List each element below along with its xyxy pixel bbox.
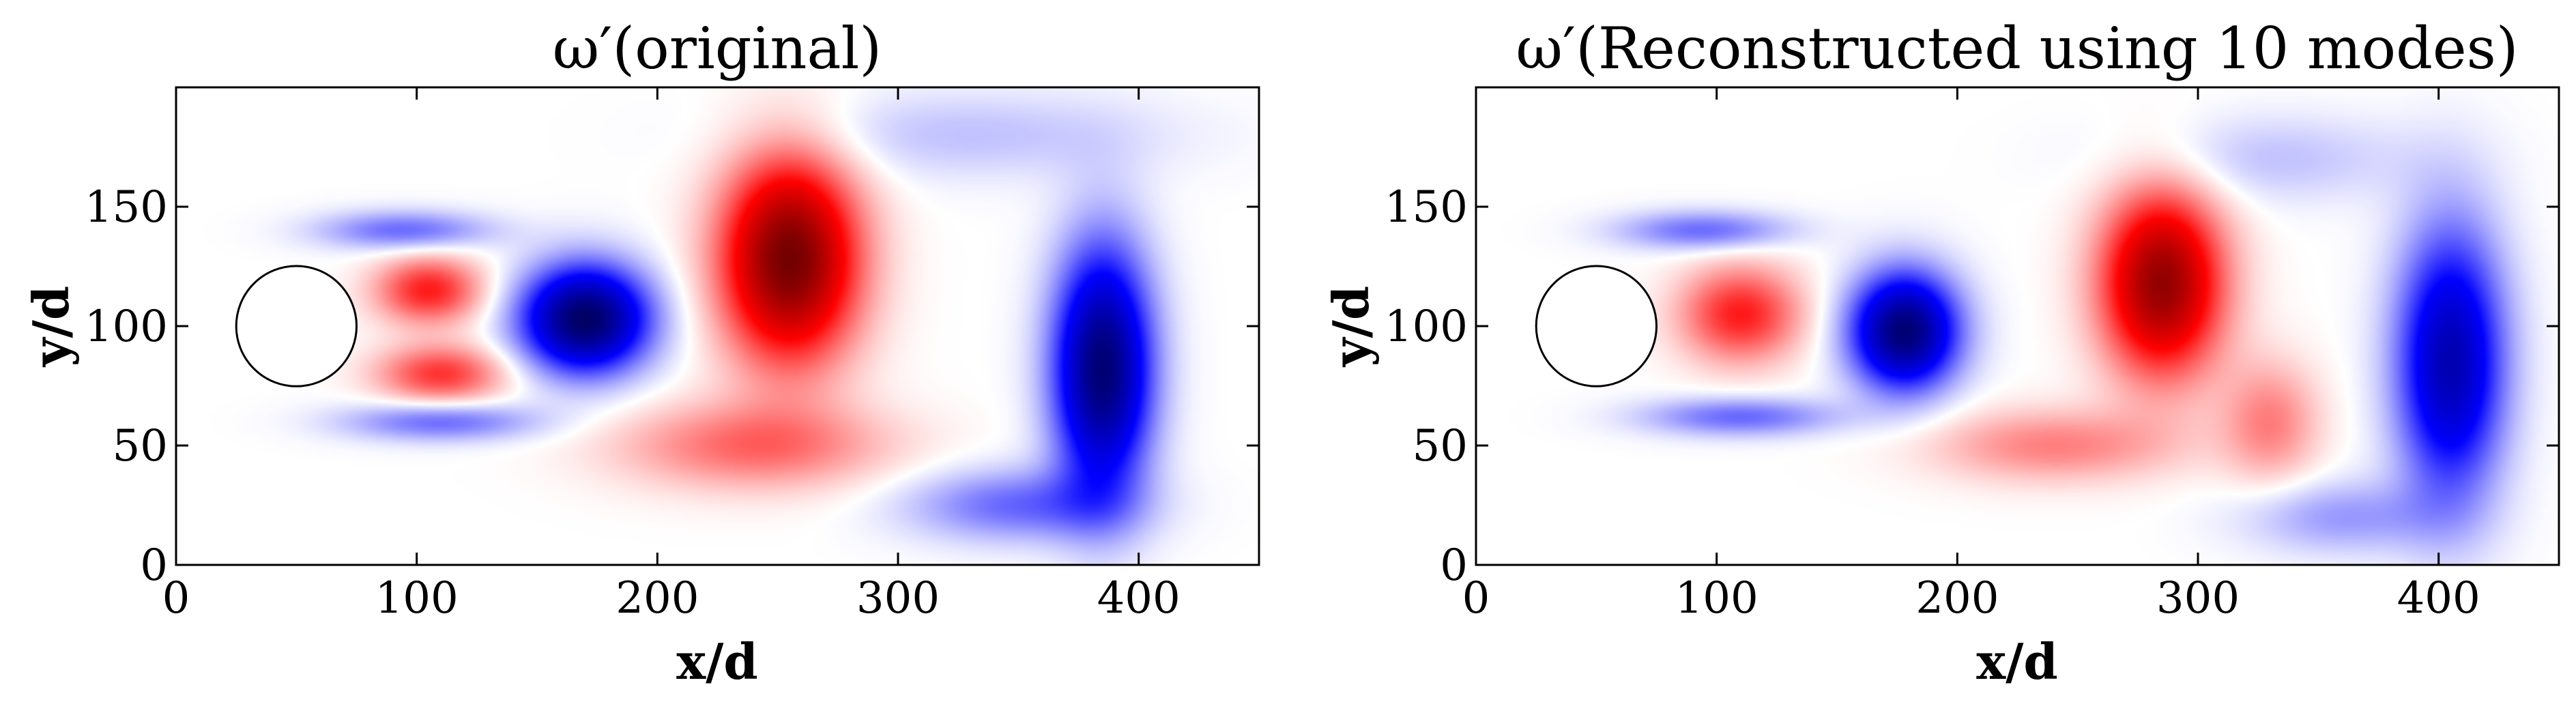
y-tick-label: 150 bbox=[1385, 182, 1468, 233]
cylinder bbox=[235, 265, 358, 388]
x-tick-label: 0 bbox=[162, 573, 190, 624]
x-tick-label: 200 bbox=[616, 573, 699, 624]
x-tick-label: 300 bbox=[2156, 573, 2240, 624]
cylinder bbox=[1535, 265, 1658, 388]
panel-reconstructed: ω′(Reconstructed using 10 modes) 0 100 200… bbox=[1322, 15, 2560, 690]
x-axis: 0 100 200 300 400 x/d bbox=[1462, 87, 2480, 690]
y-axis: 0 50 100 150 y/d bbox=[1322, 182, 2559, 591]
panel-title: ω′(Reconstructed using 10 modes) bbox=[1516, 15, 2519, 82]
y-tick-label: 50 bbox=[1413, 421, 1468, 471]
y-tick-label: 150 bbox=[85, 182, 168, 233]
x-tick-label: 100 bbox=[375, 573, 459, 624]
y-tick-label: 50 bbox=[113, 421, 168, 471]
y-tick-label: 100 bbox=[1385, 302, 1468, 352]
panel-title: ω′(original) bbox=[553, 15, 882, 82]
x-tick-label: 0 bbox=[1462, 573, 1490, 624]
x-axis: 0 100 200 300 400 x/d bbox=[162, 87, 1181, 690]
x-tick-label: 400 bbox=[1097, 573, 1181, 624]
y-tick-label: 0 bbox=[140, 540, 168, 591]
x-tick-label: 200 bbox=[1915, 573, 1999, 624]
x-tick-label: 400 bbox=[2397, 573, 2480, 624]
y-axis-label: y/d bbox=[1322, 286, 1380, 367]
x-tick-label: 100 bbox=[1675, 573, 1759, 624]
x-axis-label: x/d bbox=[1976, 632, 2058, 690]
y-tick-label: 0 bbox=[1440, 540, 1468, 591]
x-tick-label: 300 bbox=[856, 573, 940, 624]
x-axis-label: x/d bbox=[676, 632, 758, 690]
y-axis-label: y/d bbox=[22, 286, 80, 367]
panel-original: ω′(original) 0 100 200 300 400 x/d 0 50 100 150… bbox=[22, 15, 1260, 690]
y-tick-label: 100 bbox=[85, 302, 168, 352]
y-axis: 0 50 100 150 y/d bbox=[22, 182, 1259, 591]
